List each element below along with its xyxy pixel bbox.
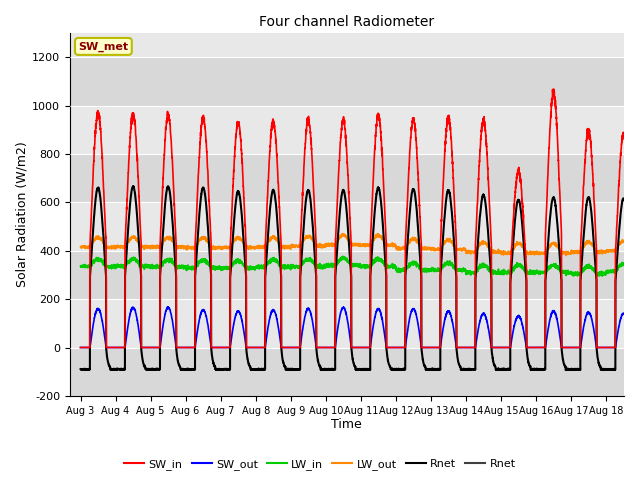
Rnet bbox=[563, 367, 570, 373]
Line: LW_in: LW_in bbox=[81, 256, 623, 276]
Legend: SW_in, SW_out, LW_in, LW_out, Rnet, Rnet: SW_in, SW_out, LW_in, LW_out, Rnet, Rnet bbox=[120, 455, 520, 474]
SW_out bbox=[466, 345, 474, 350]
Bar bbox=[70, 154, 623, 203]
SW_in bbox=[240, 195, 248, 201]
X-axis label: Time: Time bbox=[332, 419, 362, 432]
Line: LW_out: LW_out bbox=[81, 234, 623, 255]
Bar bbox=[70, 299, 623, 348]
LW_out bbox=[339, 231, 347, 237]
Y-axis label: Solar Radiation (W/m2): Solar Radiation (W/m2) bbox=[15, 142, 28, 288]
LW_out bbox=[77, 244, 84, 250]
SW_out bbox=[118, 345, 125, 350]
Bar bbox=[70, 57, 623, 106]
Line: SW_out: SW_out bbox=[81, 307, 623, 348]
Bar bbox=[70, 251, 623, 299]
LW_out bbox=[466, 248, 474, 253]
LW_out bbox=[620, 239, 627, 244]
LW_in bbox=[620, 262, 627, 267]
LW_in bbox=[572, 272, 580, 277]
LW_out bbox=[240, 241, 248, 247]
SW_out bbox=[164, 304, 172, 310]
Rnet bbox=[118, 366, 125, 372]
SW_out bbox=[221, 345, 228, 350]
LW_in bbox=[77, 264, 84, 269]
Rnet bbox=[466, 366, 474, 372]
LW_out bbox=[118, 244, 125, 250]
Rnet bbox=[129, 183, 137, 189]
LW_in bbox=[118, 264, 125, 269]
LW_in bbox=[220, 264, 228, 270]
Bar bbox=[70, 348, 623, 396]
Text: SW_met: SW_met bbox=[78, 41, 129, 51]
SW_in bbox=[550, 86, 557, 92]
LW_in bbox=[523, 268, 531, 274]
Rnet bbox=[572, 366, 580, 372]
Rnet bbox=[523, 278, 531, 284]
Title: Four channel Radiometer: Four channel Radiometer bbox=[259, 15, 435, 29]
LW_out bbox=[563, 252, 570, 258]
LW_out bbox=[220, 244, 228, 250]
Line: Rnet: Rnet bbox=[81, 186, 623, 370]
SW_in bbox=[572, 345, 580, 350]
SW_in bbox=[220, 345, 228, 350]
SW_out bbox=[620, 311, 627, 317]
Line: SW_in: SW_in bbox=[81, 89, 623, 348]
SW_out bbox=[572, 345, 580, 350]
Rnet bbox=[620, 196, 627, 202]
SW_in bbox=[77, 345, 84, 350]
SW_in bbox=[466, 345, 474, 350]
Rnet bbox=[77, 366, 84, 372]
LW_in bbox=[466, 268, 474, 274]
LW_in bbox=[339, 253, 347, 259]
SW_in bbox=[620, 134, 627, 140]
Bar bbox=[70, 203, 623, 251]
SW_out bbox=[523, 344, 531, 350]
LW_in bbox=[598, 273, 606, 279]
SW_in bbox=[118, 345, 125, 350]
Rnet bbox=[221, 366, 228, 372]
LW_out bbox=[572, 248, 580, 254]
SW_in bbox=[522, 264, 530, 270]
LW_out bbox=[523, 249, 531, 255]
SW_out bbox=[240, 330, 248, 336]
Bar bbox=[70, 106, 623, 154]
LW_in bbox=[240, 263, 248, 269]
Rnet bbox=[240, 244, 248, 250]
SW_out bbox=[77, 345, 84, 350]
